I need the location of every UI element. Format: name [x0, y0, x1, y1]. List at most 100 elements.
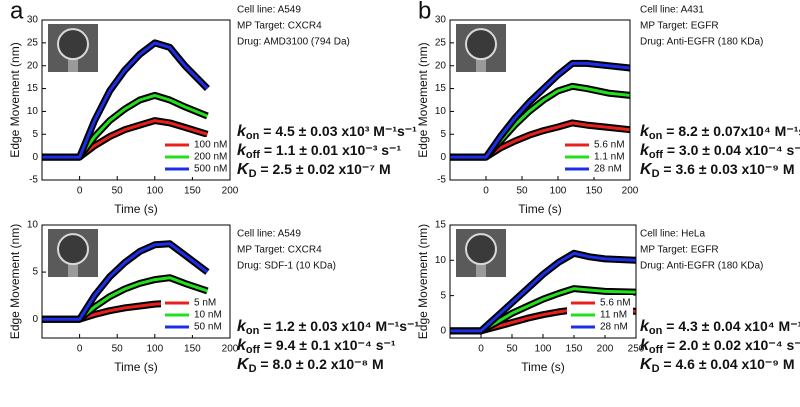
fit-line	[450, 61, 631, 159]
kinetic-value: = 3.0 ± 0.04 x10⁻⁴ s⁻¹	[663, 142, 800, 158]
y-axis-title: Edge Movement (nm)	[416, 224, 430, 339]
legend-label: 28 nM	[594, 164, 622, 175]
x-tick-label: 100	[535, 344, 552, 355]
y-tick-label: 25	[27, 37, 39, 48]
kinetic-symbol: K	[640, 161, 653, 178]
x-tick-label: 100	[146, 186, 163, 197]
legend-label: 1.1 nM	[594, 152, 625, 163]
kinetic-symbol: k	[237, 318, 247, 335]
x-tick-label: 0	[478, 344, 484, 355]
kinetic-value: = 8.0 ± 0.2 x10⁻⁸ M	[257, 356, 384, 372]
kinetic-symbol: K	[640, 356, 653, 373]
y-tick-label: 10	[27, 220, 39, 231]
legend-label: 5.6 nM	[594, 140, 625, 151]
inset-pipette	[476, 53, 486, 72]
kinetic-value: = 8.2 ± 0.07x10⁴ M⁻¹s⁻¹	[662, 123, 800, 139]
kinetic-value: = 4.3 ± 0.04 x10⁴ M⁻¹s⁻¹	[662, 318, 800, 334]
kinetic-constant: koff = 1.1 ± 0.01 x10⁻³ s⁻¹	[237, 142, 401, 161]
inset-cell	[465, 28, 497, 61]
kinetic-symbol: k	[237, 123, 247, 140]
kinetic-symbol: K	[237, 356, 250, 373]
x-tick-label: 150	[184, 344, 201, 355]
kinetic-constant: kon = 4.3 ± 0.04 x10⁴ M⁻¹s⁻¹	[640, 318, 800, 337]
y-axis-title: Edge Movement (nm)	[416, 42, 430, 157]
inset-cell	[465, 233, 497, 266]
kinetic-constant: kon = 1.2 ± 0.03 x10⁴ M⁻¹s⁻¹	[237, 318, 419, 337]
y-tick-label: 0	[32, 314, 38, 325]
inset-pipette	[476, 258, 486, 277]
plot-frame	[41, 224, 231, 339]
y-tick-label: 20	[27, 60, 39, 71]
x-tick-label: 50	[516, 186, 528, 197]
kinetic-value: = 1.1 ± 0.01 x10⁻³ s⁻¹	[260, 142, 401, 158]
x-tick-label: 200	[222, 186, 239, 197]
kinetic-symbol: K	[237, 161, 250, 178]
kinetic-constant: koff = 9.4 ± 0.1 x10⁻⁴ s⁻¹	[237, 337, 396, 356]
kinetic-symbol: k	[640, 337, 650, 354]
kinetic-value: = 2.5 ± 0.02 x10⁻⁷ M	[257, 161, 391, 177]
annotation: Cell line: A549	[237, 229, 301, 240]
legend-label: 10 nM	[194, 310, 222, 321]
x-tick-label: 50	[112, 186, 124, 197]
kinetic-symbol: k	[640, 142, 650, 159]
kinetic-value: = 9.4 ± 0.1 x10⁻⁴ s⁻¹	[260, 337, 396, 353]
y-axis-title: Edge Movement (nm)	[8, 224, 22, 339]
kinetic-subscript: off	[649, 149, 663, 161]
x-tick-label: 150	[586, 186, 603, 197]
kinetic-constant: kon = 8.2 ± 0.07x10⁴ M⁻¹s⁻¹	[640, 123, 800, 142]
kinetic-value: = 3.6 ± 0.03 x10⁻⁹ M	[660, 161, 795, 177]
y-tick-label: 5	[32, 129, 38, 140]
annotation: Drug: Anti-EGFR (180 KDa)	[640, 261, 763, 272]
fit-line	[42, 41, 209, 159]
plot-frame	[449, 224, 637, 339]
x-axis-title: Time (s)	[114, 360, 158, 374]
legend-label: 11 nM	[600, 310, 627, 321]
inset-pipette	[68, 53, 78, 72]
annotation: Drug: Anti-EGFR (180 KDa)	[640, 37, 763, 48]
kinetic-subscript: on	[246, 130, 260, 142]
x-tick-label: 0	[77, 344, 83, 355]
x-tick-label: 100	[146, 344, 163, 355]
kinetic-value: = 4.5 ± 0.03 x10³ M⁻¹s⁻¹	[259, 123, 417, 139]
annotation: Drug: AMD3100 (794 Da)	[237, 37, 350, 48]
annotation: MP Target: CXCR4	[237, 245, 322, 256]
annotation: Cell line: HeLa	[640, 229, 705, 240]
y-tick-label: 5	[440, 129, 446, 140]
legend-label: 100 nM	[194, 140, 227, 151]
kinetic-symbol: k	[640, 318, 650, 335]
inset-pipette	[68, 258, 78, 277]
kinetic-constant: KD = 4.6 ± 0.04 x10⁻⁹ M	[640, 356, 794, 375]
panel-label: a	[10, 0, 24, 24]
kinetic-value: = 2.0 ± 0.02 x10⁻⁴ s⁻¹	[663, 337, 800, 353]
x-axis-title: Time (s)	[518, 202, 562, 216]
y-tick-label: 15	[435, 83, 447, 94]
kinetic-subscript: D	[652, 168, 660, 180]
x-tick-label: 200	[597, 344, 614, 355]
kinetic-symbol: k	[237, 142, 247, 159]
x-tick-label: 250	[628, 344, 645, 355]
legend-label: 50 nM	[194, 322, 222, 333]
legend-label: 5.6 nM	[600, 298, 631, 309]
kinetic-constant: KD = 8.0 ± 0.2 x10⁻⁸ M	[237, 356, 384, 375]
panel-label: b	[418, 0, 431, 24]
kinetic-subscript: D	[652, 363, 660, 375]
kinetic-subscript: off	[649, 344, 663, 356]
legend-label: 200 nM	[194, 152, 227, 163]
annotation: MP Target: EGFR	[640, 21, 719, 32]
kinetic-constant: kon = 4.5 ± 0.03 x10³ M⁻¹s⁻¹	[237, 123, 417, 142]
legend-label: 5 nM	[194, 298, 216, 309]
y-tick-label: 10	[435, 106, 447, 117]
legend-label: 500 nM	[194, 164, 227, 175]
kinetic-constant: KD = 2.5 ± 0.02 x10⁻⁷ M	[237, 161, 391, 180]
inset-cell	[57, 28, 89, 61]
kinetic-subscript: off	[246, 149, 260, 161]
kinetic-value: = 1.2 ± 0.03 x10⁴ M⁻¹s⁻¹	[259, 318, 419, 334]
kinetic-constant: koff = 3.0 ± 0.04 x10⁻⁴ s⁻¹	[640, 142, 800, 161]
y-tick-label: 30	[27, 15, 39, 26]
y-tick-label: -5	[437, 175, 446, 186]
y-tick-label: 15	[27, 83, 39, 94]
y-tick-label: -5	[29, 175, 38, 186]
x-tick-label: 50	[506, 344, 518, 355]
kinetic-constant: koff = 2.0 ± 0.02 x10⁻⁴ s⁻¹	[640, 337, 800, 356]
